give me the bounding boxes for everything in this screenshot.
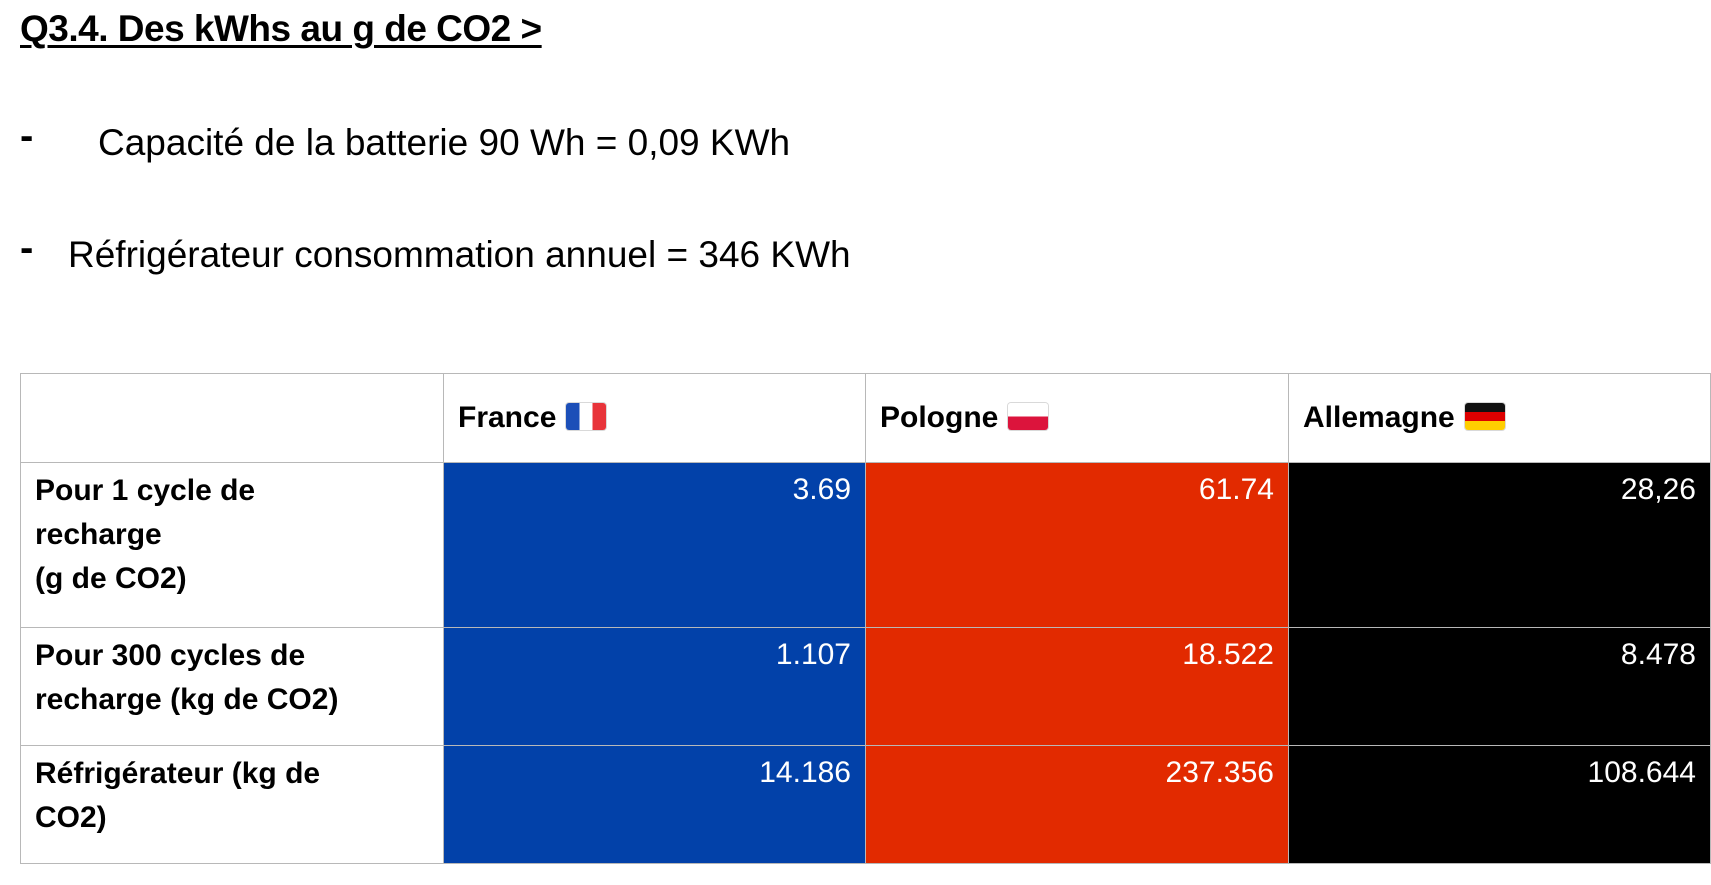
table-header-row: France Pologne Allemagne xyxy=(20,373,1711,463)
cell-allemagne-300-cycles: 8.478 xyxy=(1288,627,1711,746)
flag-germany-icon xyxy=(1464,402,1505,430)
row-header-1-cycle: Pour 1 cycle de recharge (g de CO2) xyxy=(20,462,444,628)
bullet-fridge-consumption: - Réfrigérateur consommation annuel = 346… xyxy=(20,226,851,277)
flag-poland-icon xyxy=(1008,402,1049,430)
column-header-france: France xyxy=(443,373,866,463)
bullet-battery-capacity: - Capacité de la batterie 90 Wh = 0,09 KW… xyxy=(20,114,791,165)
cell-pologne-300-cycles: 18.522 xyxy=(865,627,1289,746)
cell-pologne-1-cycle: 61.74 xyxy=(865,462,1289,628)
cell-allemagne-refrigerateur: 108.644 xyxy=(1288,745,1711,864)
column-header-label: Allemagne xyxy=(1303,401,1455,434)
co2-table: France Pologne Allemagne Pour 1 cycle de… xyxy=(20,373,1711,864)
bullet-dash: - xyxy=(20,114,34,158)
bullet-dash: - xyxy=(20,226,34,270)
flag-france-icon xyxy=(566,402,607,430)
cell-france-300-cycles: 1.107 xyxy=(443,627,866,746)
column-header-pologne: Pologne xyxy=(865,373,1289,463)
table-corner-cell xyxy=(20,373,444,463)
row-header-refrigerateur: Réfrigérateur (kg de CO2) xyxy=(20,745,444,864)
column-header-label: France xyxy=(458,401,557,434)
table-row: Pour 1 cycle de recharge (g de CO2) 3.69… xyxy=(20,462,1711,628)
cell-pologne-refrigerateur: 237.356 xyxy=(865,745,1289,864)
table-row: Pour 300 cycles de recharge (kg de CO2) … xyxy=(20,627,1711,746)
cell-france-refrigerateur: 14.186 xyxy=(443,745,866,864)
column-header-allemagne: Allemagne xyxy=(1288,373,1711,463)
page-title: Q3.4. Des kWhs au g de CO2 > xyxy=(20,8,542,49)
cell-france-1-cycle: 3.69 xyxy=(443,462,866,628)
row-header-300-cycles: Pour 300 cycles de recharge (kg de CO2) xyxy=(20,627,444,746)
bullet-text: Capacité de la batterie 90 Wh = 0,09 KWh xyxy=(98,122,791,163)
table-row: Réfrigérateur (kg de CO2) 14.186 237.356… xyxy=(20,745,1711,864)
column-header-label: Pologne xyxy=(880,401,999,434)
cell-allemagne-1-cycle: 28,26 xyxy=(1288,462,1711,628)
bullet-text: Réfrigérateur consommation annuel = 346 … xyxy=(68,234,851,275)
